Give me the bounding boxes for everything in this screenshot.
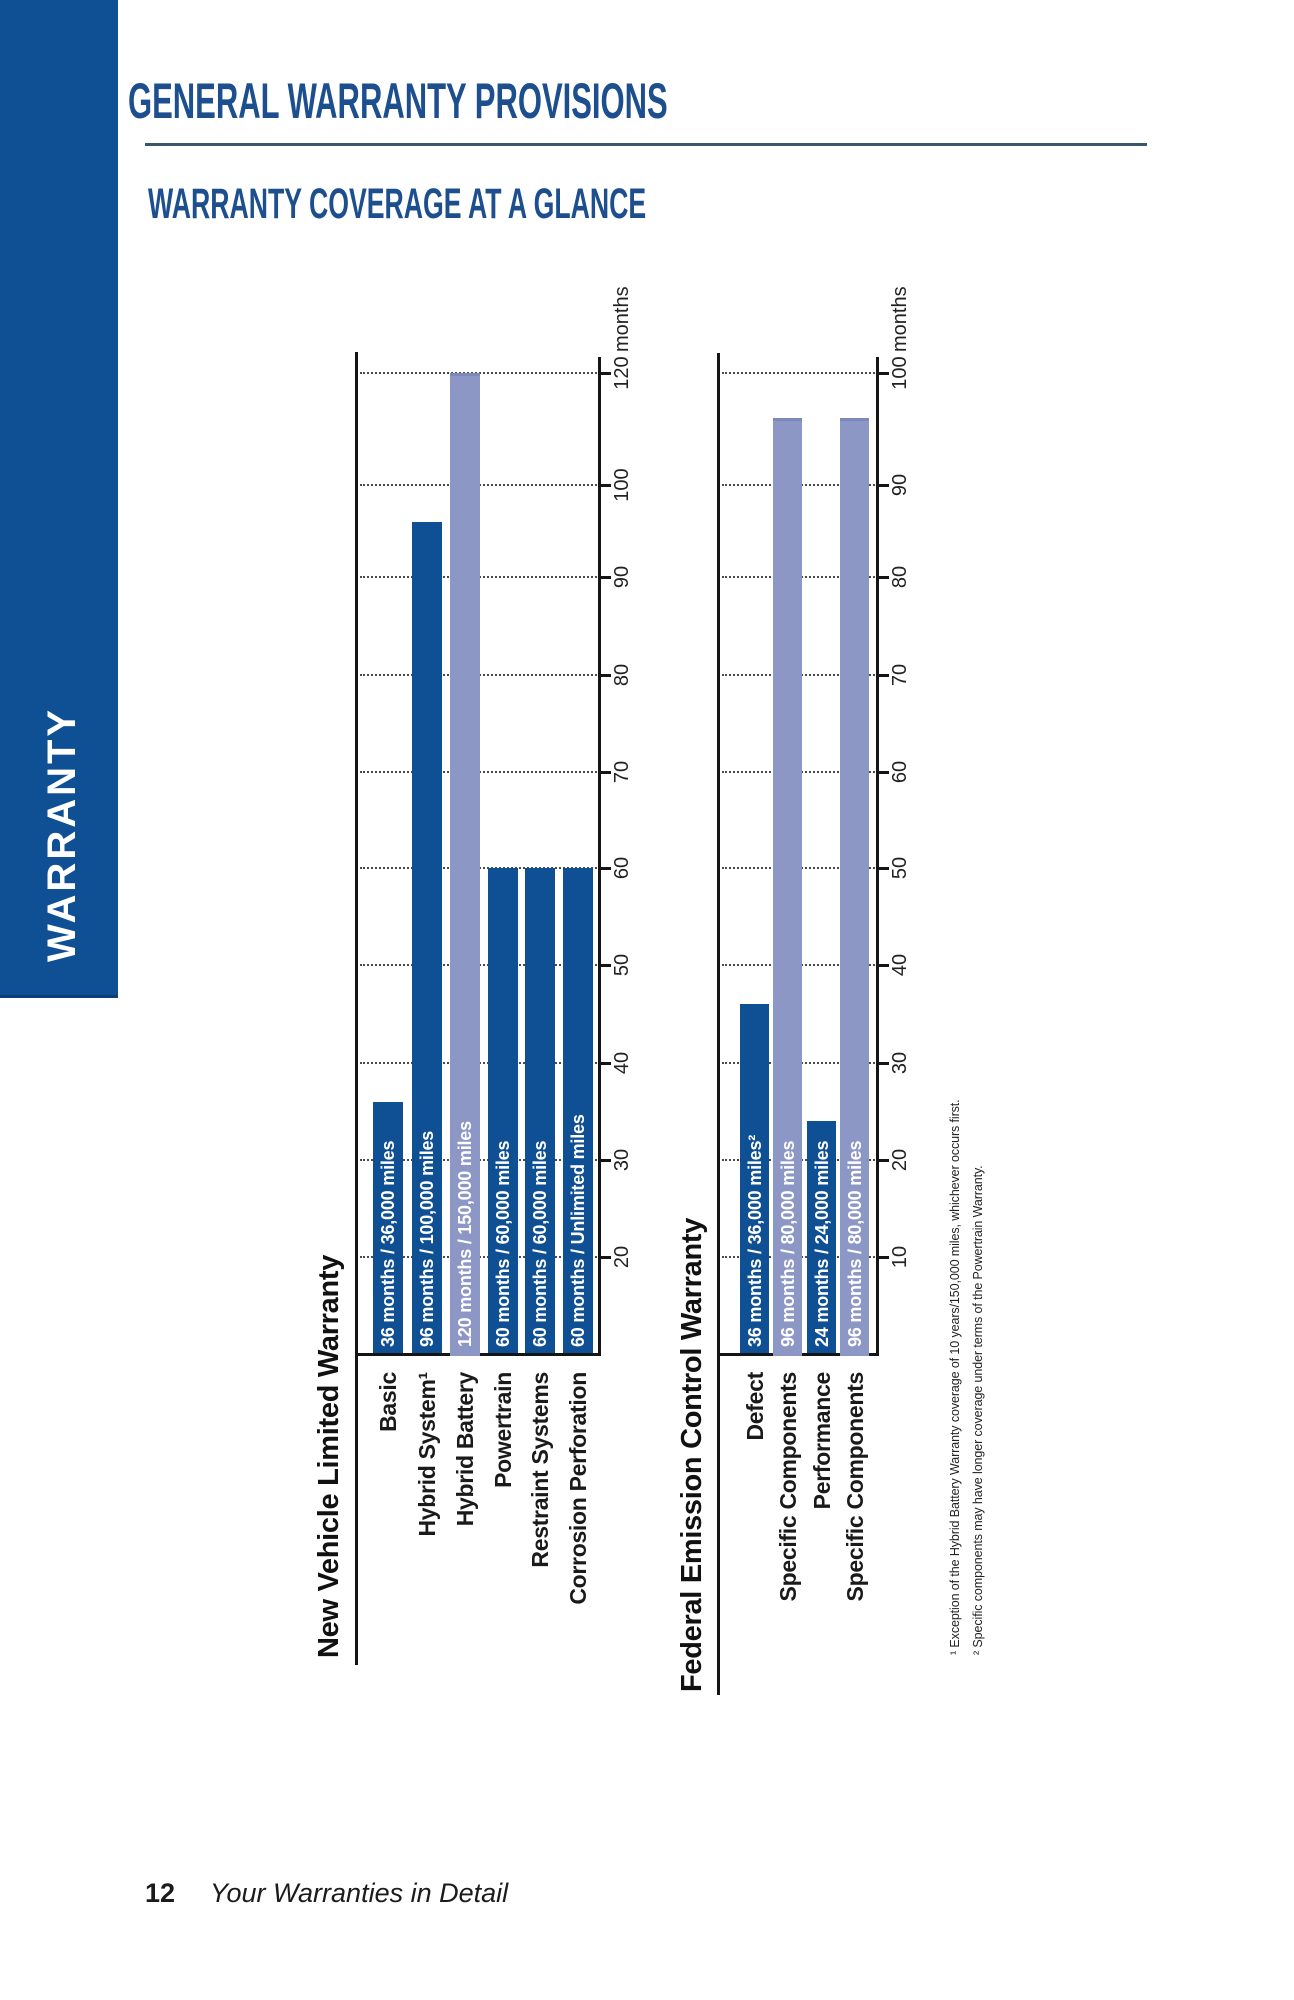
axis-tick xyxy=(601,484,611,487)
axis-tick xyxy=(879,1062,889,1065)
bar-value-label: 120 months / 150,000 miles xyxy=(455,1121,475,1347)
axis-tick xyxy=(879,372,889,375)
bar-value-label: 24 months / 24,000 miles xyxy=(811,1140,832,1347)
banner-label: WARRANTY xyxy=(40,706,84,962)
axis-tick xyxy=(879,674,889,677)
bar xyxy=(525,868,555,1353)
category-label: Corrosion Perforation xyxy=(565,1372,591,1605)
footer-text: Your Warranties in Detail xyxy=(210,1878,509,1908)
axis-tick xyxy=(601,1062,611,1065)
axis-tick xyxy=(879,771,889,774)
bar xyxy=(740,1004,769,1353)
category-label: Restraint Systems xyxy=(527,1372,553,1568)
axis-tick xyxy=(601,1159,611,1162)
category-label: Specific Components xyxy=(841,1372,868,1602)
bar xyxy=(373,1102,403,1353)
axis-tick xyxy=(879,1159,889,1162)
category-label: Performance xyxy=(808,1372,835,1510)
axis-tick xyxy=(879,964,889,967)
bar-value-label: 96 months / 80,000 miles xyxy=(777,1140,798,1347)
chart-title: New Vehicle Limited Warranty xyxy=(313,1254,345,1658)
title-rule xyxy=(145,143,1147,146)
side-banner: WARRANTY xyxy=(0,0,118,998)
axis-tick xyxy=(879,484,889,487)
bar-value-label: 36 months / 36,000 miles² xyxy=(744,1134,765,1347)
axis-tick xyxy=(601,964,611,967)
bar xyxy=(840,418,869,1356)
chart-title: Federal Emission Control Warranty xyxy=(676,1217,708,1692)
category-label: Powertrain xyxy=(490,1372,516,1488)
category-label: Hybrid Battery xyxy=(452,1372,478,1527)
bar xyxy=(488,868,518,1353)
bar xyxy=(450,373,480,1356)
bar xyxy=(807,1121,836,1353)
bar-value-label: 60 months / 60,000 miles xyxy=(530,1140,550,1347)
value-axis xyxy=(876,357,879,1356)
axis-tick xyxy=(601,771,611,774)
title-divider-line xyxy=(717,353,720,1695)
axis-tick xyxy=(601,674,611,677)
bar xyxy=(412,522,442,1353)
axis-tick xyxy=(879,867,889,870)
category-label: Specific Components xyxy=(774,1372,801,1602)
axis-tick xyxy=(601,576,611,579)
bar-value-label: 60 months / Unlimited miles xyxy=(568,1114,588,1347)
bar-value-label: 96 months / 100,000 miles xyxy=(417,1130,437,1347)
bar-value-label: 60 months / 60,000 miles xyxy=(493,1140,513,1347)
axis-tick xyxy=(601,372,611,375)
category-label: Hybrid System¹ xyxy=(414,1372,440,1537)
category-label: Basic xyxy=(375,1372,401,1432)
axis-tick xyxy=(601,1256,611,1259)
axis-tick xyxy=(879,576,889,579)
page-title: GENERAL WARRANTY PROVISIONS xyxy=(128,73,668,129)
title-divider-line xyxy=(355,352,358,1665)
footnote-1: ¹ Exception of the Hybrid Battery Warran… xyxy=(948,1099,962,1655)
bar-value-label: 36 months / 36,000 miles xyxy=(378,1140,398,1347)
gridline xyxy=(722,372,875,374)
page-number: 12 xyxy=(145,1878,176,1908)
category-label: Defect xyxy=(741,1372,768,1441)
axis-unit-label: months xyxy=(889,286,911,352)
axis-tick-label: 90 xyxy=(889,473,911,497)
bar xyxy=(563,868,593,1353)
footnote-2: ² Specific components may have longer co… xyxy=(971,1165,985,1655)
bar-value-label: 96 months / 80,000 miles xyxy=(844,1140,865,1347)
axis-unit-label: months xyxy=(611,286,633,352)
axis-tick xyxy=(601,867,611,870)
section-title: WARRANTY COVERAGE AT A GLANCE xyxy=(148,180,647,228)
value-axis xyxy=(598,357,601,1356)
bar xyxy=(773,418,802,1356)
axis-tick xyxy=(879,1256,889,1259)
axis-tick-label: 100 xyxy=(611,468,633,502)
